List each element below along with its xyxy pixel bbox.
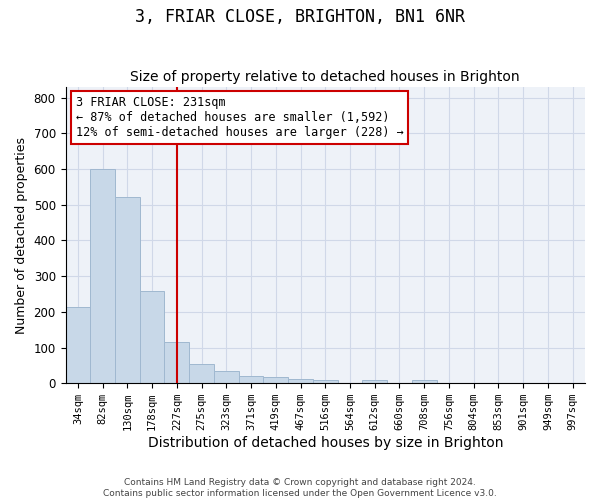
Bar bbox=[65, 307, 90, 383]
Bar bbox=[263, 377, 288, 383]
Text: 3 FRIAR CLOSE: 231sqm
← 87% of detached houses are smaller (1,592)
12% of semi-d: 3 FRIAR CLOSE: 231sqm ← 87% of detached … bbox=[76, 96, 404, 139]
Bar bbox=[239, 376, 263, 383]
Bar bbox=[140, 291, 164, 383]
Bar bbox=[115, 197, 140, 383]
Text: Contains HM Land Registry data © Crown copyright and database right 2024.
Contai: Contains HM Land Registry data © Crown c… bbox=[103, 478, 497, 498]
Y-axis label: Number of detached properties: Number of detached properties bbox=[15, 136, 28, 334]
Bar bbox=[412, 380, 437, 383]
Bar bbox=[214, 372, 239, 383]
Bar bbox=[288, 379, 313, 383]
Bar bbox=[90, 169, 115, 383]
Title: Size of property relative to detached houses in Brighton: Size of property relative to detached ho… bbox=[130, 70, 520, 85]
Bar bbox=[189, 364, 214, 383]
Text: 3, FRIAR CLOSE, BRIGHTON, BN1 6NR: 3, FRIAR CLOSE, BRIGHTON, BN1 6NR bbox=[135, 8, 465, 26]
Bar bbox=[362, 380, 387, 383]
X-axis label: Distribution of detached houses by size in Brighton: Distribution of detached houses by size … bbox=[148, 436, 503, 450]
Bar bbox=[164, 342, 189, 383]
Bar bbox=[313, 380, 338, 383]
